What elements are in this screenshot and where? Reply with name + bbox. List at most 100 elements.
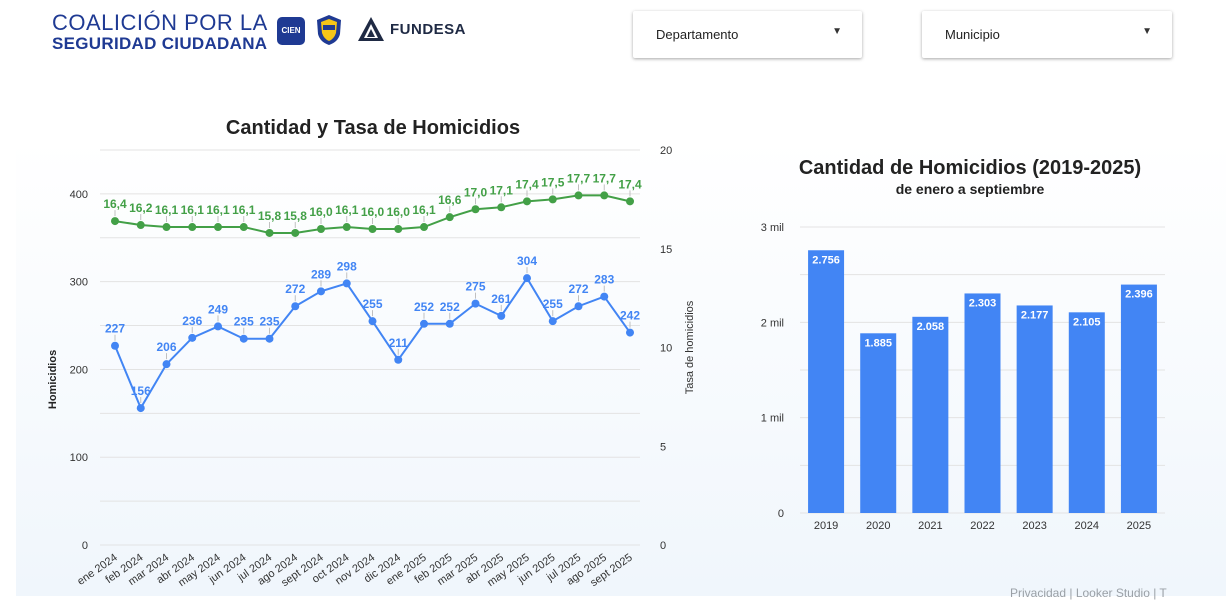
chart-subtitle: de enero a septiembre: [896, 181, 1045, 197]
data-label: 283: [594, 273, 614, 287]
y2-tick-label: 20: [660, 145, 672, 157]
data-point: [188, 223, 197, 232]
data-label: 227: [105, 322, 125, 336]
data-point: [136, 404, 145, 413]
y-tick-label: 0: [82, 540, 88, 552]
data-point: [626, 328, 634, 337]
chevron-down-icon: ▼: [1142, 26, 1152, 37]
data-point: [420, 319, 428, 328]
data-label: 261: [491, 292, 511, 306]
data-point: [317, 287, 325, 296]
footer-links[interactable]: Privacidad | Looker Studio | T: [1010, 586, 1167, 600]
data-label: 235: [234, 315, 254, 329]
bar: [964, 293, 1001, 513]
data-point: [265, 334, 274, 343]
data-point: [162, 223, 171, 232]
data-label: 211: [389, 336, 409, 350]
line-chart: Cantidad y Tasa de Homicidios01002003004…: [47, 117, 696, 589]
data-label: 272: [285, 282, 305, 296]
y-tick-label: 100: [70, 452, 88, 464]
data-point: [342, 223, 351, 232]
departamento-dropdown[interactable]: Departamento ▼: [633, 11, 862, 58]
bar: [912, 316, 949, 513]
data-label: 17,4: [618, 177, 642, 191]
y-axis-title: Homicidios: [47, 350, 59, 409]
shield-badge-icon: [317, 15, 341, 45]
data-point: [394, 355, 403, 364]
data-point: [420, 223, 428, 232]
data-label: 289: [311, 267, 331, 281]
bar-value-label: 2.177: [1021, 309, 1049, 321]
data-point: [188, 333, 197, 342]
data-point: [574, 191, 583, 200]
logo-line2: SEGURIDAD CIUDADANA: [52, 34, 268, 53]
y2-tick-label: 15: [660, 244, 672, 256]
departamento-label: Departamento: [656, 27, 739, 42]
chevron-down-icon: ▼: [832, 26, 842, 37]
data-point: [394, 225, 403, 233]
fundesa-logo-icon: [358, 17, 384, 41]
data-point: [600, 292, 609, 301]
y-tick-label: 200: [70, 364, 88, 376]
data-point: [445, 319, 454, 328]
data-point: [497, 311, 506, 320]
fundesa-logo-text: FUNDESA: [390, 21, 467, 38]
data-point: [111, 217, 119, 226]
data-label: 17,7: [567, 171, 591, 185]
data-label: 17,7: [593, 171, 617, 185]
data-point: [497, 203, 506, 212]
data-label: 298: [337, 259, 357, 273]
data-point: [239, 334, 248, 343]
x-tick-label: 2025: [1127, 520, 1151, 532]
bar-value-label: 1.885: [864, 337, 892, 349]
data-point: [265, 228, 274, 237]
data-label: 236: [182, 314, 202, 328]
data-label: 16,1: [155, 203, 179, 217]
data-point: [342, 279, 351, 288]
y2-tick-label: 0: [660, 540, 666, 552]
cien-badge-icon: CIEN: [277, 17, 305, 45]
data-point: [136, 221, 145, 230]
bar: [1016, 305, 1053, 513]
y-tick-label: 300: [70, 277, 88, 289]
municipio-label: Municipio: [945, 27, 1000, 42]
data-label: 17,1: [490, 183, 514, 197]
y2-tick-label: 5: [660, 441, 666, 453]
data-point: [626, 197, 634, 206]
data-label: 17,5: [541, 175, 565, 189]
bar-value-label: 2.058: [917, 321, 945, 333]
x-tick-label: 2024: [1075, 520, 1099, 532]
y-tick-label: 1 mil: [761, 413, 784, 425]
data-point: [600, 191, 609, 200]
y-tick-label: 0: [778, 508, 784, 520]
data-point: [471, 205, 480, 214]
x-tick-label: 2021: [918, 520, 942, 532]
data-label: 235: [259, 315, 279, 329]
x-tick-label: 2023: [1022, 520, 1046, 532]
data-label: 16,1: [206, 203, 230, 217]
data-label: 17,4: [515, 177, 539, 191]
data-point: [523, 197, 531, 206]
data-label: 249: [208, 302, 228, 316]
data-label: 16,1: [232, 203, 256, 217]
coalicion-logo: COALICIÓN POR LA SEGURIDAD CIUDADANA: [52, 12, 268, 53]
data-point: [214, 322, 222, 331]
data-label: 16,1: [181, 203, 205, 217]
data-label: 16,0: [387, 205, 411, 219]
chart-title: Cantidad y Tasa de Homicidios: [226, 117, 520, 139]
data-label: 304: [517, 254, 537, 268]
data-point: [162, 360, 171, 369]
data-label: 16,1: [412, 203, 436, 217]
data-label: 252: [414, 300, 434, 314]
bar: [1068, 312, 1105, 513]
chart-title: Cantidad de Homicidios (2019-2025): [799, 157, 1141, 179]
data-label: 272: [568, 282, 588, 296]
municipio-dropdown[interactable]: Municipio ▼: [922, 11, 1172, 58]
data-label: 275: [465, 280, 485, 294]
bar: [860, 333, 897, 513]
data-point: [523, 274, 531, 283]
data-point: [368, 225, 377, 233]
bar: [1120, 284, 1157, 513]
bar-value-label: 2.396: [1125, 289, 1153, 301]
x-tick-label: 2022: [970, 520, 994, 532]
